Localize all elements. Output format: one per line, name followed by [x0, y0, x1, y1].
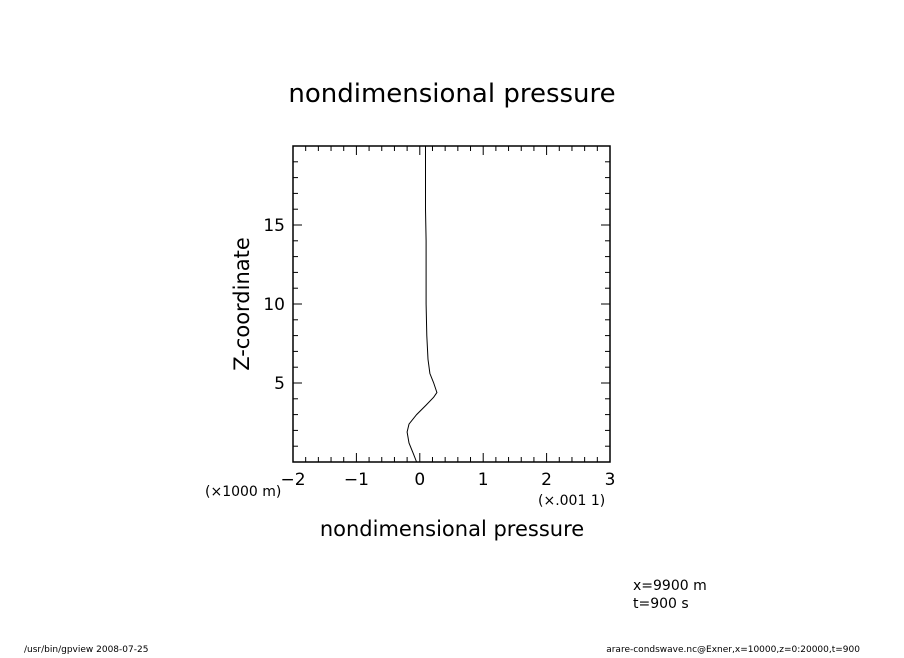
x-tick-label: −1	[344, 470, 369, 490]
pressure-profile-line	[406, 146, 438, 463]
x-tick-label: 1	[478, 470, 489, 490]
y-axis-title: Z-coordinate	[230, 237, 254, 371]
x-tick-label: 2	[541, 470, 552, 490]
x-scale-note: (×.001 1)	[538, 493, 605, 509]
x-tick-label: −2	[280, 470, 305, 490]
tick-marks	[292, 145, 611, 463]
x-tick-labels: −2 −1 0 1 2 3	[280, 470, 615, 490]
position-annotation: x=9900 m	[633, 578, 707, 594]
x-tick-label: 3	[605, 470, 616, 490]
x-axis-title: nondimensional pressure	[320, 517, 584, 541]
time-annotation: t=900 s	[633, 596, 689, 612]
y-tick-label: 5	[274, 374, 285, 394]
footer-right: arare-condswave.nc@Exner,x=10000,z=0:200…	[606, 645, 860, 654]
y-tick-label: 10	[263, 295, 285, 315]
y-tick-labels: 5 10 15	[263, 216, 285, 394]
chart-title: nondimensional pressure	[288, 79, 615, 109]
plot-area: −2 −1 0 1 2 3 5 10 15	[263, 145, 615, 490]
y-tick-label: 15	[263, 216, 285, 236]
footer-left: /usr/bin/gpview 2008-07-25	[24, 645, 148, 654]
plot-frame	[292, 145, 611, 463]
y-scale-note: (×1000 m)	[205, 484, 281, 500]
x-tick-label: 0	[414, 470, 425, 490]
